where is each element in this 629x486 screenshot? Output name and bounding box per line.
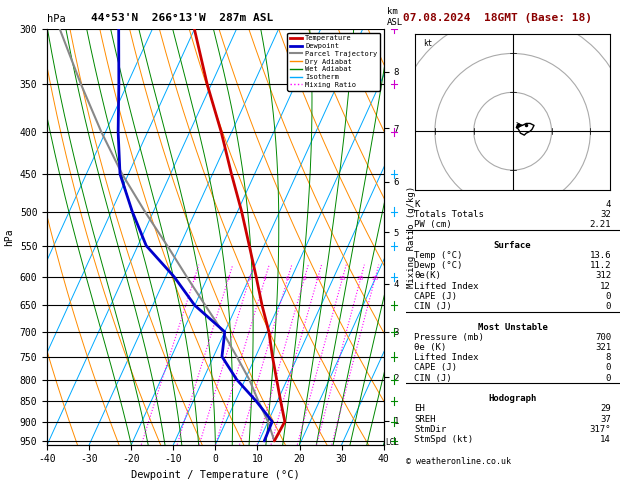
Text: 312: 312	[595, 272, 611, 280]
Text: CAPE (J): CAPE (J)	[415, 292, 457, 301]
Text: 07.08.2024  18GMT (Base: 18): 07.08.2024 18GMT (Base: 18)	[403, 13, 591, 23]
Text: 3: 3	[248, 276, 252, 281]
Text: SREH: SREH	[415, 415, 436, 424]
Text: km
ASL: km ASL	[387, 7, 403, 27]
Text: 8: 8	[606, 353, 611, 362]
X-axis label: Dewpoint / Temperature (°C): Dewpoint / Temperature (°C)	[131, 470, 300, 480]
Text: LCL: LCL	[386, 437, 399, 447]
Text: K: K	[415, 200, 420, 209]
Text: 14: 14	[600, 435, 611, 444]
Text: 0: 0	[606, 374, 611, 382]
Text: Hodograph: Hodograph	[489, 394, 537, 403]
Text: 0: 0	[606, 302, 611, 311]
Y-axis label: hPa: hPa	[4, 228, 14, 246]
Legend: Temperature, Dewpoint, Parcel Trajectory, Dry Adiabat, Wet Adiabat, Isotherm, Mi: Temperature, Dewpoint, Parcel Trajectory…	[287, 33, 380, 90]
Text: 12: 12	[600, 282, 611, 291]
Text: Pressure (mb): Pressure (mb)	[415, 333, 484, 342]
Text: CIN (J): CIN (J)	[415, 302, 452, 311]
Text: StmDir: StmDir	[415, 425, 447, 434]
Text: 10: 10	[314, 276, 321, 281]
Text: 0: 0	[606, 292, 611, 301]
Text: θe (K): θe (K)	[415, 343, 447, 352]
Text: 317°: 317°	[589, 425, 611, 434]
Text: 8: 8	[303, 276, 306, 281]
Text: 25: 25	[371, 276, 379, 281]
Text: 1: 1	[192, 276, 196, 281]
Text: CIN (J): CIN (J)	[415, 374, 452, 382]
Text: Lifted Index: Lifted Index	[415, 282, 479, 291]
Text: θe(K): θe(K)	[415, 272, 441, 280]
Text: 6: 6	[286, 276, 289, 281]
Text: 29: 29	[600, 404, 611, 414]
Text: 700: 700	[595, 333, 611, 342]
Text: Mixing Ratio (g/kg): Mixing Ratio (g/kg)	[408, 186, 416, 288]
Text: 4: 4	[606, 200, 611, 209]
Text: Surface: Surface	[494, 241, 532, 250]
Text: Lifted Index: Lifted Index	[415, 353, 479, 362]
Text: Temp (°C): Temp (°C)	[415, 251, 463, 260]
Text: 321: 321	[595, 343, 611, 352]
Text: 0: 0	[606, 364, 611, 372]
Text: 20: 20	[357, 276, 364, 281]
Text: 2.21: 2.21	[589, 220, 611, 229]
Text: EH: EH	[415, 404, 425, 414]
Text: 11.2: 11.2	[589, 261, 611, 270]
Text: Dewp (°C): Dewp (°C)	[415, 261, 463, 270]
Text: PW (cm): PW (cm)	[415, 220, 452, 229]
Text: 2: 2	[226, 276, 230, 281]
Text: hPa: hPa	[47, 14, 66, 24]
Text: 44°53'N  266°13'W  287m ASL: 44°53'N 266°13'W 287m ASL	[91, 13, 274, 23]
Text: CAPE (J): CAPE (J)	[415, 364, 457, 372]
Text: 32: 32	[600, 210, 611, 219]
Text: 4: 4	[263, 276, 267, 281]
Text: kt: kt	[423, 39, 433, 48]
Text: Totals Totals: Totals Totals	[415, 210, 484, 219]
Text: © weatheronline.co.uk: © weatheronline.co.uk	[406, 457, 511, 466]
Text: 37: 37	[600, 415, 611, 424]
Text: 13.6: 13.6	[589, 251, 611, 260]
Text: Most Unstable: Most Unstable	[477, 323, 548, 331]
Text: 15: 15	[338, 276, 346, 281]
Text: StmSpd (kt): StmSpd (kt)	[415, 435, 474, 444]
